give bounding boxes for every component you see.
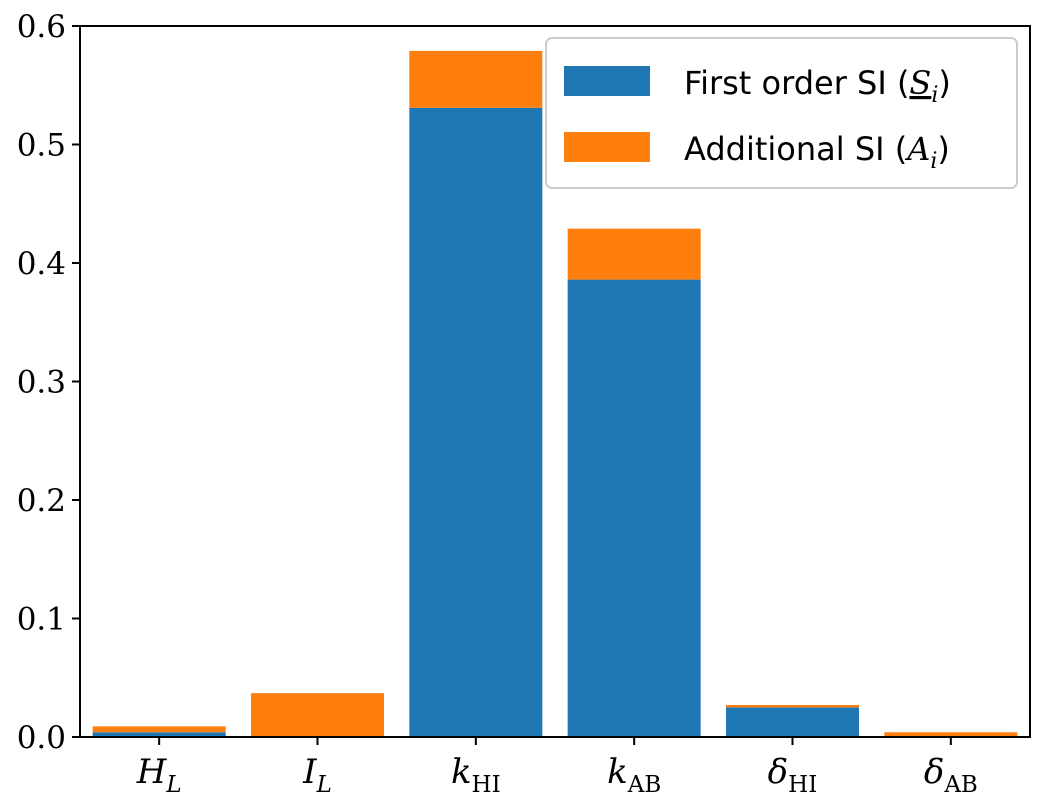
x-tick-label: HL — [136, 752, 182, 798]
x-tick-label: kAB — [607, 752, 661, 798]
x-tick-label: δAB — [924, 752, 978, 798]
x-tick-label: δHI — [768, 752, 818, 798]
bar-first-order-0 — [92, 732, 226, 737]
bars-layer — [92, 50, 1018, 738]
bar-first-order-2 — [409, 107, 543, 737]
legend-label-1: Additional SI (Ai) — [684, 130, 950, 174]
legend-swatch-0 — [564, 66, 650, 96]
y-tick-label: 0.2 — [17, 483, 66, 519]
bar-additional-5 — [884, 732, 1018, 737]
legend: First order SI (Si) Additional SI (Ai) — [545, 37, 1018, 189]
y-tick-label: 0.0 — [17, 720, 66, 756]
legend-label-0: First order SI (Si) — [684, 64, 951, 108]
x-tick-label: IL — [302, 752, 332, 798]
bar-first-order-4 — [726, 707, 859, 738]
bar-first-order-3 — [567, 279, 701, 737]
y-tick-label: 0.4 — [17, 246, 66, 282]
legend-box — [545, 37, 1018, 189]
legend-swatch-1 — [564, 132, 650, 162]
bar-additional-4 — [726, 705, 859, 708]
x-tick-label: kHI — [451, 752, 501, 798]
y-tick-label: 0.6 — [17, 9, 66, 45]
bar-additional-1 — [251, 693, 384, 737]
y-tick-label: 0.3 — [17, 365, 66, 401]
bar-additional-0 — [92, 726, 226, 733]
ticks-layer: 0.0 0.1 0.2 0.3 0.4 0.5 0.6 HL IL kHI kAB δHI δAB — [17, 9, 978, 798]
bar-additional-3 — [567, 228, 701, 280]
y-tick-label: 0.5 — [17, 128, 66, 164]
y-tick-label: 0.1 — [17, 602, 66, 638]
bar-additional-2 — [409, 50, 543, 108]
